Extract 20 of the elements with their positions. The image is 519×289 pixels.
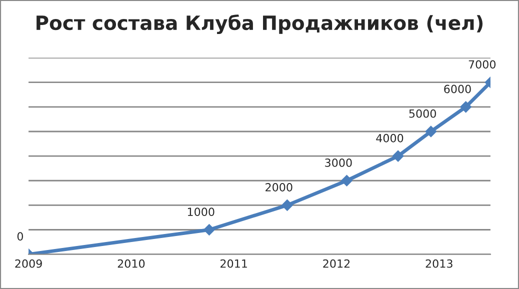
chart-title: Рост состава Клуба Продажников (чел) — [36, 14, 483, 34]
data-label: 3000 — [325, 158, 352, 167]
x-tick-label: 2010 — [118, 259, 145, 268]
data-label: 5000 — [409, 109, 436, 118]
point — [203, 224, 216, 236]
data-label: 0 — [17, 232, 24, 241]
point — [392, 150, 404, 162]
point — [340, 174, 353, 187]
data-label: 4000 — [376, 134, 404, 142]
x-tick-label: 2012 — [323, 259, 350, 268]
x-tick-label: 2009 — [15, 259, 42, 268]
x-tick-label: 2013 — [426, 259, 452, 268]
point — [460, 101, 472, 113]
data-label: 2000 — [266, 183, 292, 192]
x-tick-label: 2011 — [220, 259, 247, 268]
data-label: 6000 — [444, 84, 471, 94]
point — [425, 126, 437, 138]
data-label: 7000 — [468, 60, 496, 69]
point — [281, 199, 294, 212]
data-label: 1000 — [188, 208, 214, 216]
